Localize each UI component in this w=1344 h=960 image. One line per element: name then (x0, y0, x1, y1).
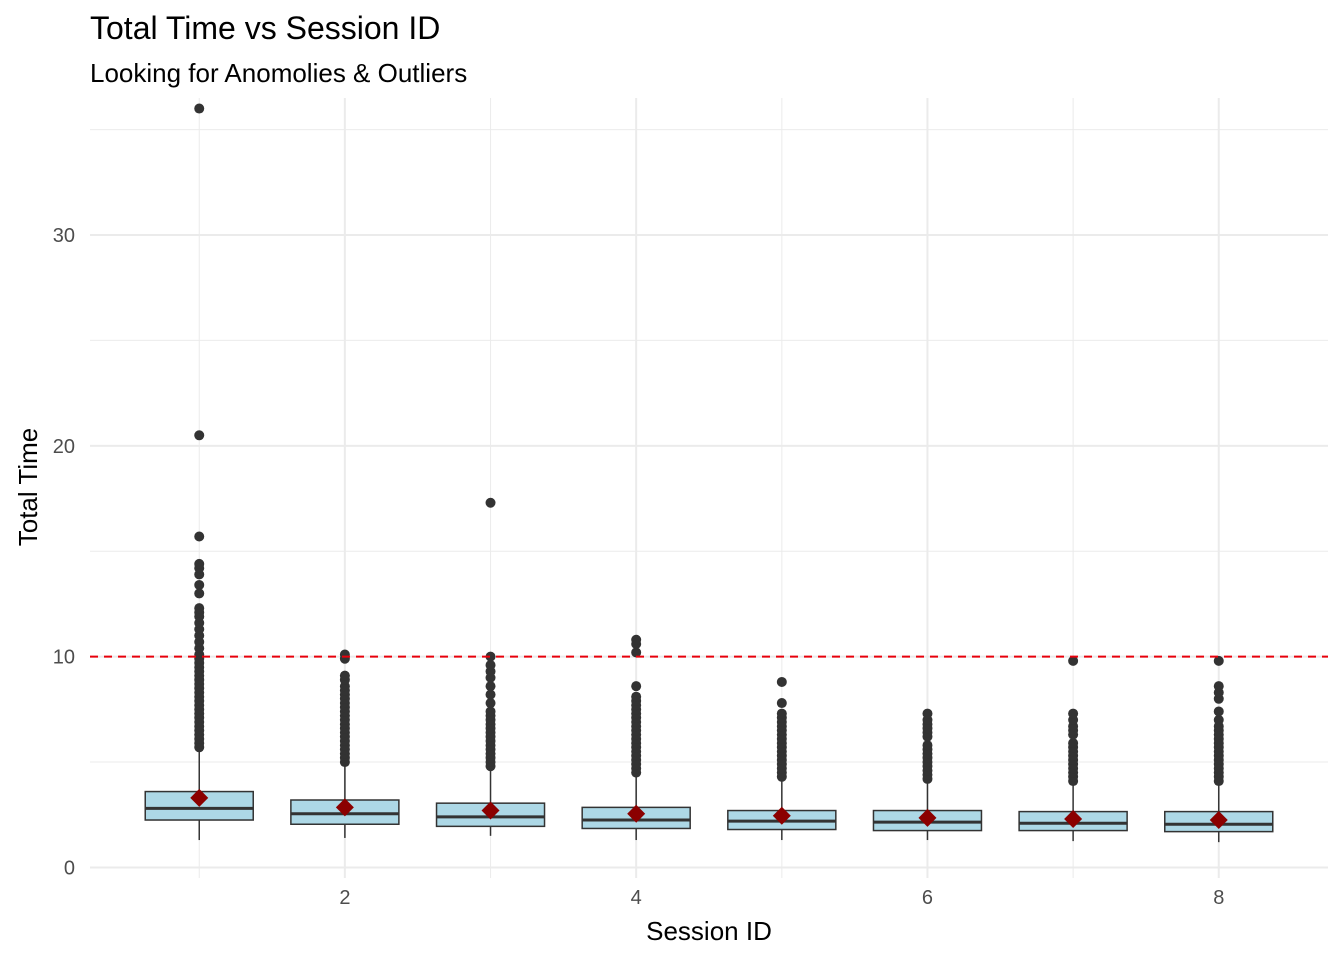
mean-marker (335, 798, 354, 817)
box-session-7 (1018, 655, 1128, 842)
outlier-point (631, 691, 642, 702)
outlier-point (1213, 681, 1224, 692)
outlier-point (776, 698, 787, 709)
outlier-point (194, 558, 205, 569)
outlier-point (776, 676, 787, 687)
mean-marker (1209, 811, 1228, 830)
box-session-6 (872, 708, 983, 841)
outlier-point (631, 681, 642, 692)
box-session-3 (435, 497, 546, 836)
outlier-point (1068, 738, 1079, 749)
y-axis-title: Total Time (13, 428, 43, 547)
y-tick-label: 10 (53, 647, 75, 669)
outlier-point (485, 681, 496, 692)
x-tick-label: 4 (631, 887, 642, 909)
outlier-point (194, 430, 205, 441)
tick-labels: 0 10 20 30 2 4 6 8 (53, 225, 1225, 909)
box-session-1 (144, 103, 254, 841)
x-axis-title: Session ID (646, 916, 772, 946)
outlier-point (1213, 714, 1224, 725)
grid-lines (90, 98, 1328, 878)
outlier-point (485, 660, 496, 671)
box-series (144, 103, 1274, 843)
mean-marker (772, 806, 791, 825)
outlier-point (194, 588, 205, 599)
outlier-point (485, 651, 496, 662)
outlier-point (194, 603, 205, 614)
outlier-point (1213, 655, 1224, 666)
outlier-point (922, 708, 933, 719)
box-session-4 (581, 634, 691, 841)
outlier-point (485, 497, 496, 508)
mean-marker (627, 804, 646, 823)
chart-subtitle: Looking for Anomolies & Outliers (90, 58, 468, 88)
y-tick-label: 20 (53, 436, 75, 458)
outlier-point (1068, 708, 1079, 719)
outlier-point (1213, 706, 1224, 717)
outlier-point (339, 649, 350, 660)
outlier-point (194, 531, 205, 542)
chart-title: Total Time vs Session ID (90, 10, 441, 46)
outlier-point (631, 647, 642, 658)
mean-marker (918, 808, 937, 827)
mean-marker (190, 788, 209, 807)
box-session-8 (1164, 655, 1274, 843)
outlier-point (485, 689, 496, 700)
x-tick-label: 8 (1213, 887, 1224, 909)
mean-marker (1064, 809, 1083, 828)
outlier-point (776, 708, 787, 719)
outlier-point (1068, 655, 1079, 666)
box-session-2 (290, 649, 400, 838)
box-session-5 (727, 676, 837, 841)
x-tick-label: 6 (922, 887, 933, 909)
outlier-point (339, 670, 350, 681)
outlier-point (485, 706, 496, 717)
outlier-point (485, 698, 496, 709)
y-tick-label: 30 (53, 225, 75, 247)
mean-marker (481, 801, 500, 820)
y-tick-label: 0 (64, 857, 75, 879)
outlier-point (631, 634, 642, 645)
outlier-point (194, 103, 205, 114)
outlier-point (922, 740, 933, 751)
x-tick-label: 2 (339, 887, 350, 909)
outlier-point (194, 579, 205, 590)
